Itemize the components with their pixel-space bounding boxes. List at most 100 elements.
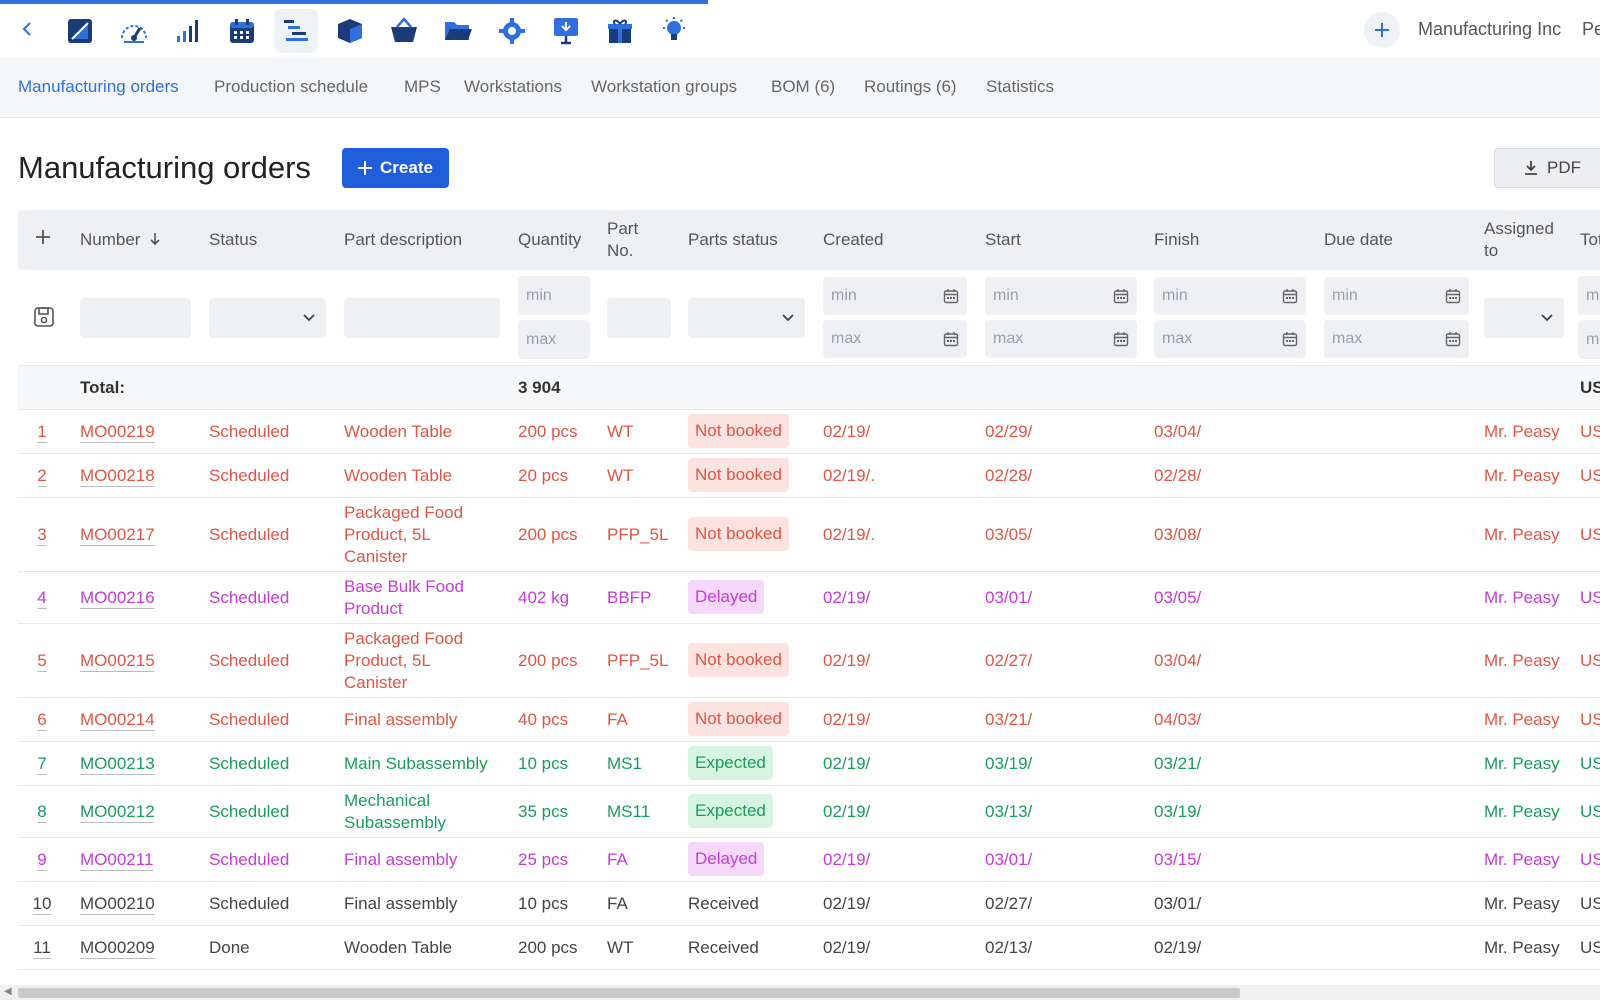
- gift-icon[interactable]: [598, 9, 642, 53]
- part-no-link[interactable]: PFP_5L: [607, 651, 669, 670]
- presentation-icon[interactable]: [544, 9, 588, 53]
- part-description-link[interactable]: Packaged Food Product, 5L Canister: [344, 629, 464, 692]
- scroll-left-arrow-icon[interactable]: ◀: [4, 986, 12, 997]
- part-description-link[interactable]: Mechanical Subassembly: [344, 791, 447, 832]
- dashboard-icon[interactable]: [112, 9, 156, 53]
- part-description-link[interactable]: Wooden Table: [344, 938, 453, 957]
- create-button[interactable]: Create: [342, 148, 449, 188]
- tab-workstations[interactable]: Workstations: [464, 77, 562, 96]
- parts-status-badge[interactable]: Expected: [688, 746, 773, 780]
- table-row[interactable]: 8 MO00212 Scheduled Mechanical Subassembly 3…: [18, 786, 1600, 838]
- tab-mps[interactable]: MPS: [404, 77, 441, 96]
- row-index[interactable]: 9: [37, 850, 47, 869]
- part-description-link[interactable]: Final assembly: [344, 850, 458, 869]
- cube-icon[interactable]: [328, 9, 372, 53]
- parts-status-badge[interactable]: Not booked: [688, 643, 789, 677]
- part-no-link[interactable]: FA: [607, 894, 628, 913]
- calendar-icon[interactable]: [1445, 288, 1461, 304]
- order-number-link[interactable]: MO00216: [80, 588, 155, 607]
- part-description-link[interactable]: Wooden Table: [344, 466, 453, 485]
- table-row[interactable]: 11 MO00209 Done Wooden Table 200 pcs WT Receiv…: [18, 926, 1600, 970]
- tab-routings[interactable]: Routings (6): [864, 77, 957, 96]
- row-index[interactable]: 10: [32, 894, 52, 913]
- gear-icon[interactable]: [490, 9, 534, 53]
- order-number-link[interactable]: MO00212: [80, 802, 155, 821]
- calendar-icon[interactable]: [220, 9, 264, 53]
- table-row[interactable]: 6 MO00214 Scheduled Final assembly 40 pcs FA N…: [18, 698, 1600, 742]
- created-min-input[interactable]: min: [823, 277, 967, 315]
- basket-icon[interactable]: [382, 9, 426, 53]
- part-no-link[interactable]: FA: [607, 710, 628, 729]
- table-row[interactable]: 9 MO00211 Scheduled Final assembly 25 pcs FA D…: [18, 838, 1600, 882]
- scrollbar-thumb[interactable]: [18, 988, 1240, 998]
- start-min-input[interactable]: min: [985, 277, 1137, 315]
- row-index[interactable]: 4: [37, 588, 47, 607]
- part-description-filter-input[interactable]: [344, 298, 500, 338]
- order-number-link[interactable]: MO00219: [80, 422, 155, 441]
- due-date-max-input[interactable]: max: [1324, 320, 1469, 358]
- calendar-icon[interactable]: [1113, 331, 1129, 347]
- signal-bars-icon[interactable]: [166, 9, 210, 53]
- part-no-link[interactable]: BBFP: [607, 588, 652, 607]
- parts-status-badge[interactable]: Not booked: [688, 458, 789, 492]
- parts-status-badge[interactable]: Delayed: [688, 580, 765, 614]
- order-number-link[interactable]: MO00214: [80, 710, 155, 729]
- table-row[interactable]: 10 MO00210 Scheduled Final assembly 10 pcs FA…: [18, 882, 1600, 926]
- tab-production-schedule[interactable]: Production schedule: [214, 77, 369, 96]
- order-number-link[interactable]: MO00210: [80, 894, 155, 913]
- table-row[interactable]: 3 MO00217 Scheduled Packaged Food Product, …: [18, 498, 1600, 572]
- column-header-parts-status[interactable]: Parts status: [688, 230, 778, 249]
- part-description-link[interactable]: Wooden Table: [344, 422, 453, 441]
- horizontal-scrollbar[interactable]: ◀: [0, 985, 1600, 1000]
- row-index[interactable]: 2: [37, 466, 47, 485]
- notes-icon[interactable]: [58, 9, 102, 53]
- part-description-link[interactable]: Final assembly: [344, 710, 458, 729]
- part-no-link[interactable]: MS11: [607, 802, 651, 821]
- row-index[interactable]: 1: [37, 422, 47, 441]
- calendar-icon[interactable]: [1445, 331, 1461, 347]
- column-header-total-truncated[interactable]: Tot: [1580, 230, 1600, 249]
- add-column-icon[interactable]: [35, 229, 51, 251]
- parts-status-badge[interactable]: Delayed: [688, 842, 765, 876]
- finish-min-input[interactable]: min: [1154, 277, 1306, 315]
- table-row[interactable]: 1 MO00219 Scheduled Wooden Table 200 pcs WT No…: [18, 410, 1600, 454]
- part-no-link[interactable]: FA: [607, 850, 628, 869]
- order-number-link[interactable]: MO00217: [80, 525, 155, 544]
- parts-status-badge[interactable]: Not booked: [688, 414, 789, 448]
- save-filter-icon[interactable]: [33, 306, 55, 333]
- column-header-assigned-to[interactable]: Assigned to: [1484, 218, 1554, 262]
- calendar-icon[interactable]: [943, 331, 959, 347]
- column-header-part-no[interactable]: Part No.: [607, 218, 638, 262]
- row-index[interactable]: 3: [37, 525, 47, 544]
- part-description-link[interactable]: Packaged Food Product, 5L Canister: [344, 503, 464, 566]
- parts-status-filter-select[interactable]: [688, 298, 805, 338]
- lightbulb-icon[interactable]: [652, 9, 696, 53]
- add-button[interactable]: [1364, 12, 1400, 48]
- column-header-start[interactable]: Start: [985, 230, 1021, 249]
- number-filter-input[interactable]: [80, 298, 191, 338]
- table-row[interactable]: 7 MO00213 Scheduled Main Subassembly 10 pcs M…: [18, 742, 1600, 786]
- parts-status-badge[interactable]: Not booked: [688, 702, 789, 736]
- back-chevron-icon[interactable]: [14, 16, 40, 42]
- total-min-input[interactable]: mi: [1578, 276, 1600, 315]
- tab-workstation-groups[interactable]: Workstation groups: [591, 77, 738, 96]
- column-header-status[interactable]: Status: [209, 230, 258, 249]
- part-no-link[interactable]: WT: [607, 422, 634, 441]
- column-header-number[interactable]: Number: [80, 229, 161, 251]
- assigned-to-filter-select[interactable]: [1484, 298, 1564, 338]
- column-header-part-description[interactable]: Part description: [344, 230, 463, 249]
- calendar-icon[interactable]: [1282, 331, 1298, 347]
- calendar-icon[interactable]: [943, 288, 959, 304]
- gantt-icon[interactable]: [274, 9, 318, 53]
- calendar-icon[interactable]: [1282, 288, 1298, 304]
- due-date-min-input[interactable]: min: [1324, 277, 1469, 315]
- tab-bom[interactable]: BOM (6): [771, 77, 836, 96]
- parts-status-badge[interactable]: Expected: [688, 794, 773, 828]
- part-no-link[interactable]: PFP_5L: [607, 525, 669, 544]
- row-index[interactable]: 6: [37, 710, 47, 729]
- user-name-truncated[interactable]: Pe: [1582, 19, 1600, 39]
- part-no-link[interactable]: WT: [607, 466, 634, 485]
- part-no-filter-input[interactable]: [607, 298, 671, 338]
- part-no-link[interactable]: MS1: [607, 754, 642, 773]
- row-index[interactable]: 7: [37, 754, 47, 773]
